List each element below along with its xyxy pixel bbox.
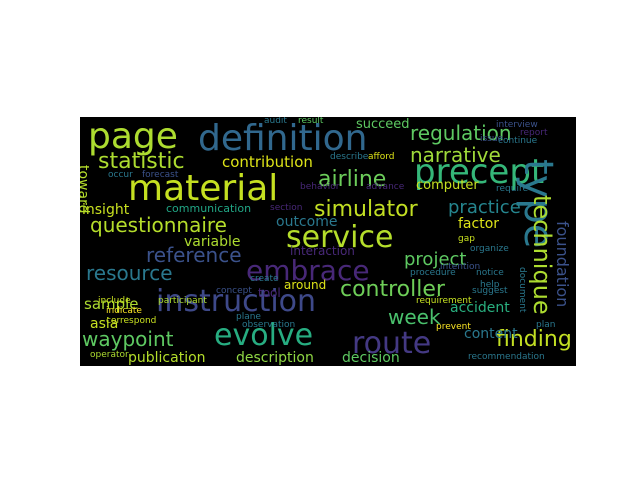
cloud-word-precept: precept — [414, 152, 545, 192]
cloud-word-asia: asia — [90, 316, 119, 332]
cloud-word-computer: computer — [416, 178, 479, 193]
cloud-word-describe: describe — [330, 152, 369, 162]
cloud-word-foundation: foundation — [553, 221, 572, 308]
cloud-word-contribution: contribution — [222, 153, 313, 171]
cloud-word-procedure: procedure — [410, 268, 456, 278]
cloud-word-plan: plan — [536, 320, 556, 330]
cloud-word-behavior: behavior — [300, 182, 340, 192]
cloud-word-outcome: outcome — [276, 214, 338, 230]
cloud-word-insight: insight — [82, 202, 130, 218]
cloud-word-document: document — [517, 267, 527, 313]
cloud-word-interaction: interaction — [290, 244, 355, 258]
cloud-word-audit: audit — [264, 117, 287, 126]
cloud-word-occur: occur — [108, 170, 133, 180]
cloud-word-forecast: forecast — [142, 170, 179, 180]
cloud-word-finding: finding — [496, 327, 572, 352]
cloud-word-waypoint: waypoint — [82, 327, 174, 351]
cloud-word-indicate: indicate — [106, 306, 142, 316]
cloud-word-participant: participant — [158, 296, 207, 306]
cloud-word-airline: airline — [318, 167, 387, 192]
cloud-word-include: include — [98, 296, 131, 306]
cloud-word-correspond: correspond — [106, 316, 157, 326]
word-cloud: page definition regulation narrative precept… — [80, 117, 576, 366]
cloud-word-prevent: prevent — [436, 322, 471, 332]
cloud-word-create: create — [250, 274, 279, 284]
cloud-word-tool: tool — [258, 286, 281, 300]
cloud-word-toward: toward — [80, 165, 91, 214]
cloud-word-controller: controller — [340, 277, 445, 302]
cloud-word-questionnaire: questionnaire — [90, 213, 227, 237]
cloud-word-around: around — [284, 278, 327, 292]
cloud-word-gap: gap — [458, 234, 475, 244]
cloud-word-regulation: regulation — [410, 121, 512, 145]
cloud-word-project: project — [404, 249, 467, 270]
cloud-word-report: report — [520, 128, 548, 138]
cloud-word-help: help — [480, 280, 500, 290]
cloud-word-simulator: simulator — [314, 197, 418, 222]
cloud-word-communication: communication — [166, 202, 252, 215]
cloud-word-accident: accident — [450, 300, 510, 316]
cloud-word-afford: afford — [368, 152, 395, 162]
cloud-word-recommendation: recommendation — [468, 352, 545, 362]
cloud-word-embrace: embrace — [246, 254, 370, 287]
cloud-word-page: page — [88, 117, 178, 157]
cloud-word-continue: continue — [498, 136, 538, 146]
cloud-word-evolve: evolve — [214, 318, 314, 353]
cloud-word-week: week — [388, 305, 441, 329]
cloud-word-section: section — [270, 203, 303, 213]
cloud-word-succeed: succeed — [356, 117, 410, 132]
cloud-word-variable: variable — [184, 234, 241, 250]
cloud-word-decision: decision — [342, 350, 400, 366]
cloud-word-organize: organize — [470, 244, 509, 254]
cloud-word-publication: publication — [128, 350, 206, 366]
cloud-word-issue: issue — [480, 134, 504, 144]
cloud-word-reference: reference — [146, 243, 242, 267]
cloud-word-observation: observation — [242, 320, 296, 330]
cloud-word-intention: intention — [440, 262, 481, 272]
cloud-word-practice: practice — [448, 197, 521, 218]
cloud-word-plane: plane — [236, 312, 261, 322]
cloud-word-service: service — [286, 220, 394, 255]
cloud-word-instruction: instruction — [156, 284, 317, 319]
cloud-word-statistic: statistic — [98, 149, 185, 174]
cloud-word-notice: notice — [476, 268, 504, 278]
cloud-word-concept: concept — [216, 286, 252, 296]
cloud-word-factor: factor — [458, 216, 500, 232]
cloud-word-sample: sample — [84, 295, 139, 313]
cloud-word-suggest: suggest — [472, 286, 508, 296]
cloud-word-material: material — [128, 168, 279, 209]
cloud-word-technique: technique — [528, 195, 556, 315]
cloud-word-route: route — [352, 326, 432, 361]
cloud-word-requirement: requirement — [416, 296, 472, 306]
cloud-word-advance: advance — [366, 182, 405, 192]
cloud-word-narrative: narrative — [410, 143, 501, 167]
cloud-word-content: content — [464, 326, 518, 342]
cloud-word-definition: definition — [198, 118, 368, 159]
cloud-word-description: description — [236, 350, 314, 366]
cloud-word-interview: interview — [496, 120, 538, 130]
cloud-word-result: result — [298, 117, 324, 126]
cloud-word-require: require — [496, 184, 528, 194]
cloud-word-resource: resource — [86, 261, 173, 285]
cloud-word-operator: operator — [90, 350, 129, 360]
